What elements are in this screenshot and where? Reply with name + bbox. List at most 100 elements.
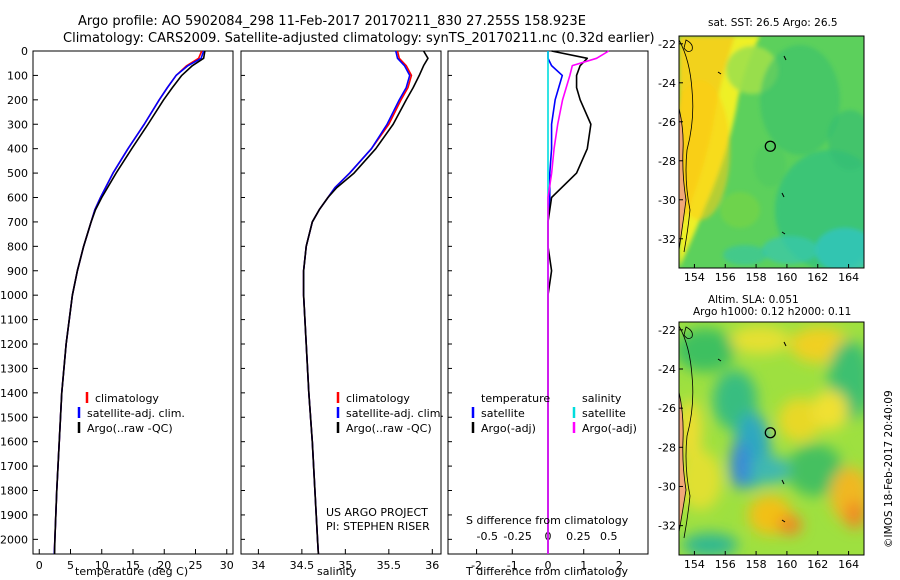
map-x-tick-label: 164 <box>838 271 859 284</box>
depth-tick-label: 700 <box>7 216 28 229</box>
map-y-tick-label: -32 <box>658 520 676 533</box>
difference-legend: temperature salinity satellite Argo(-adj… <box>471 392 637 435</box>
legend-argo: Argo(..raw -QC) <box>87 422 173 435</box>
series-line-argo-raw-qc- <box>53 50 206 555</box>
map-x-tick-label: 156 <box>715 271 736 284</box>
series-line-climatology <box>53 50 203 555</box>
x-tick-label: 5 <box>67 559 74 572</box>
x-tick-label: 36 <box>425 559 439 572</box>
map-y-tick-label: -30 <box>658 194 676 207</box>
legend-salinity-header: salinity <box>582 392 622 405</box>
x-tick-label: 34.5 <box>290 559 315 572</box>
depth-tick-label: 1400 <box>0 387 28 400</box>
x-tick-label: 34 <box>251 559 265 572</box>
series-line-temperature-satellite <box>547 51 564 554</box>
profile-curves <box>53 50 610 555</box>
x-tick-label: 25 <box>189 559 203 572</box>
s-difference-axis-label: S difference from climatology <box>466 514 629 527</box>
map-x-tick-label: 156 <box>715 558 736 571</box>
depth-tick-label: 2000 <box>0 533 28 546</box>
depth-tick-label: 800 <box>7 240 28 253</box>
legend-temperature-header: temperature <box>481 392 550 405</box>
map-x-tick-label: 164 <box>838 558 859 571</box>
map-y-tick-label: -28 <box>658 155 676 168</box>
x-tick-label: 1 <box>580 559 587 572</box>
x-tick-label: 20 <box>157 559 171 572</box>
map-y-tick-label: -28 <box>658 441 676 454</box>
map-x-tick-label: 160 <box>776 271 797 284</box>
sst-argo-marker <box>764 140 776 152</box>
sst-map-frame <box>678 35 865 269</box>
depth-tick-label: 600 <box>7 192 28 205</box>
legend-satellite: satellite-adj. clim. <box>87 407 185 420</box>
depth-tick-label: 1500 <box>0 411 28 424</box>
depth-tick-label: 1600 <box>0 436 28 449</box>
map-y-tick-label: -24 <box>658 363 676 376</box>
legend-t-argo: Argo(-adj) <box>481 422 536 435</box>
depth-tick-label: 100 <box>7 69 28 82</box>
difference-axis-label: T difference from climatology <box>465 565 628 578</box>
temperature-x-axis: 0 5 10 15 20 25 30 <box>36 549 234 572</box>
depth-tick-label: 1900 <box>0 509 28 522</box>
x-tick-label: 35.5 <box>377 559 402 572</box>
x-tick-label: -1 <box>507 559 518 572</box>
legend-satellite: satellite-adj. clim. <box>346 407 444 420</box>
sla-map-title2: Argo h1000: 0.12 h2000: 0.11 <box>693 306 851 318</box>
legend-climatology: climatology <box>346 392 410 405</box>
map-y-tick-label: -26 <box>658 116 676 129</box>
salinity-x-axis: 34 34.5 35 35.5 36 <box>251 549 439 572</box>
legend-s-argo: Argo(-adj) <box>582 422 637 435</box>
temperature-axis-label: temperature (deg C) <box>75 565 188 578</box>
map-y-tick-label: -24 <box>658 77 676 90</box>
x-tick-label: 30 <box>220 559 234 572</box>
difference-x-axis: -2 -1 0 1 2-0.5 -0.25 0 0.25 0.5 <box>471 530 623 572</box>
map-x-tick-label: 160 <box>776 558 797 571</box>
series-line-satellite-adj-clim- <box>53 50 205 555</box>
sst-map-axes: 154 156 158 160 162 164 -22 -24 -26 -28 -30 -32 <box>658 38 859 284</box>
sst-map-title: sat. SST: 26.5 Argo: 26.5 <box>708 17 838 29</box>
map-x-tick-label: 154 <box>684 271 705 284</box>
depth-tick-label: 200 <box>7 94 28 107</box>
x-tick-label: 0 <box>545 559 552 572</box>
depth-axis: 0 100 200 300 400 500 600 700 800 900 1000 1100 1200… <box>0 45 452 546</box>
salinity-axis-label: salinity <box>317 565 357 578</box>
series-line-argo-raw-qc- <box>302 50 429 555</box>
depth-tick-label: 400 <box>7 143 28 156</box>
map-y-tick-label: -30 <box>658 480 676 493</box>
map-y-tick-label: -26 <box>658 402 676 415</box>
x2-tick-label: -0.5 <box>477 530 498 543</box>
legend-t-satellite: satellite <box>481 407 525 420</box>
sla-map-axes: 154 156 158 160 162 164 -22 -24 -26 -28 -30 -32 <box>658 324 859 571</box>
salinity-panel-frame <box>240 50 442 555</box>
sst-map <box>679 36 864 268</box>
map-y-tick-label: -22 <box>658 38 676 51</box>
depth-tick-label: 900 <box>7 265 28 278</box>
x2-tick-label: -0.25 <box>503 530 531 543</box>
series-line-salinity-argo-adj- <box>547 50 610 554</box>
series-line-satellite-adj-clim- <box>302 50 411 555</box>
legend-argo: Argo(..raw -QC) <box>346 422 432 435</box>
x2-tick-label: 0.5 <box>600 530 618 543</box>
depth-tick-label: 300 <box>7 118 28 131</box>
depth-tick-label: 0 <box>21 45 28 58</box>
imos-credit: ©IMOS 18-Feb-2017 20:40:09 <box>883 390 895 548</box>
temperature-panel-frame <box>32 50 234 555</box>
sla-map-title1: Altim. SLA: 0.051 <box>708 294 799 306</box>
depth-tick-label: 1700 <box>0 460 28 473</box>
map-y-tick-label: -32 <box>658 233 676 246</box>
depth-tick-label: 1200 <box>0 338 28 351</box>
map-x-tick-label: 154 <box>684 558 705 571</box>
depth-tick-label: 1100 <box>0 314 28 327</box>
pi-annotation: PI: STEPHEN RISER <box>326 520 430 533</box>
x-tick-label: 2 <box>616 559 623 572</box>
map-x-tick-label: 158 <box>746 558 767 571</box>
temperature-legend: climatology satellite-adj. clim. Argo(..… <box>77 392 185 435</box>
depth-tick-label: 500 <box>7 167 28 180</box>
header-line1: Argo profile: AO 5902084_298 11-Feb-2017… <box>78 14 586 29</box>
map-x-tick-label: 158 <box>746 271 767 284</box>
series-line-climatology <box>302 50 413 555</box>
depth-tick-label: 1300 <box>0 362 28 375</box>
map-x-tick-label: 162 <box>807 271 828 284</box>
x-tick-label: 15 <box>126 559 140 572</box>
